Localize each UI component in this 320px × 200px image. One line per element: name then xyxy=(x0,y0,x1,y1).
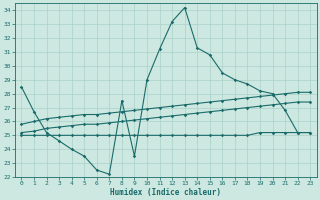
X-axis label: Humidex (Indice chaleur): Humidex (Indice chaleur) xyxy=(110,188,221,197)
